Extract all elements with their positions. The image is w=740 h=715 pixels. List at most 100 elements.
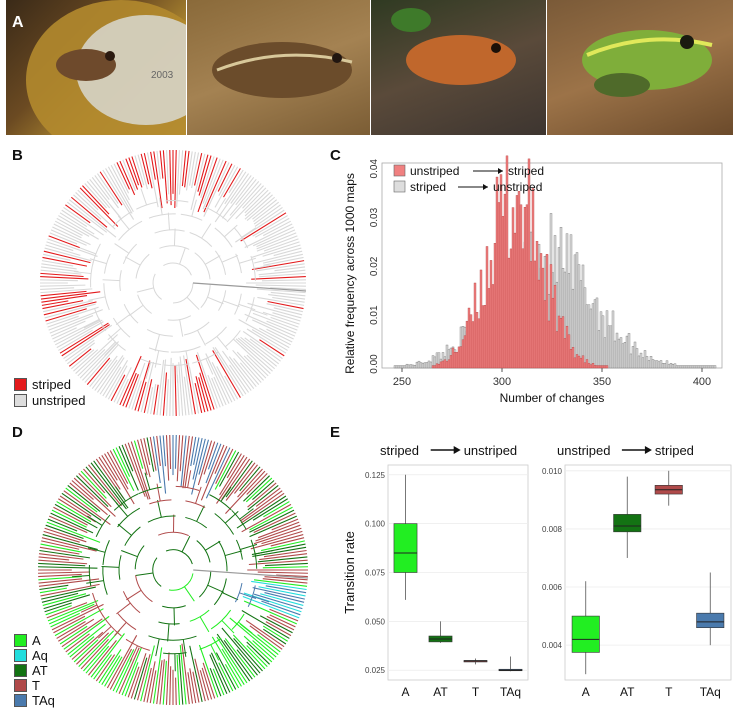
- tree-d-internal-branch: [167, 623, 170, 642]
- tree-b-tip-branch: [105, 168, 133, 214]
- tree-b-tip-branch: [244, 313, 296, 337]
- tree-b-internal-branch: [102, 279, 120, 282]
- tree-d-tip-branch: [65, 487, 98, 513]
- tree-d-internal-branch: [157, 500, 162, 518]
- tree-d-internal-branch: [205, 540, 221, 551]
- histogram-bar: [519, 204, 523, 369]
- tree-b-internal-branch: [154, 350, 160, 368]
- tree-b-tip-branch: [218, 164, 236, 196]
- tree-d-internal-arc: [162, 605, 186, 609]
- histogram-bar: [661, 363, 665, 369]
- legend-b-striped-swatch: [14, 378, 27, 391]
- tree-b-tip-branch: [205, 353, 230, 404]
- histogram-bar: [631, 346, 635, 369]
- histogram-bar: [689, 365, 693, 369]
- histogram-bar: [517, 191, 521, 369]
- coin-text: 2003: [151, 70, 174, 81]
- tree-b-tip-branch: [217, 163, 233, 192]
- tree-d-tip-branch: [54, 608, 104, 637]
- tree-d-tip-branch: [199, 670, 209, 701]
- tree-b-tip-branch: [169, 150, 172, 206]
- tree-d-tip-branch: [215, 652, 237, 690]
- tree-d-tip-branch: [262, 578, 308, 584]
- tree-b-tip-branch: [194, 382, 203, 413]
- tree-b-internal-branch: [104, 342, 117, 356]
- tree-d-tip-branch: [46, 602, 88, 619]
- tree-d-tip-branch: [260, 593, 304, 606]
- tree-b-tip-branch: [235, 209, 285, 243]
- histogram-bar: [659, 360, 663, 369]
- tree-b-tip-branch: [199, 372, 212, 411]
- tree-b-internal-branch: [238, 303, 256, 311]
- histogram-bar: [403, 365, 407, 369]
- tree-d-tip-branch: [246, 641, 270, 665]
- tree-d-tip-branch: [190, 436, 197, 467]
- tree-d-internal-branch: [101, 566, 120, 568]
- tree-d-tip-branch: [207, 442, 219, 470]
- tree-d-tip-branch: [184, 436, 194, 489]
- tree-d-internal-branch: [255, 550, 273, 555]
- tree-d-tip-branch: [165, 435, 170, 481]
- legend-d-t-swatch: [14, 679, 27, 692]
- histogram-bar: [691, 365, 695, 369]
- tree-d-tip-branch: [137, 439, 148, 476]
- tree-d-tip-branch: [149, 436, 157, 471]
- legend-d-aq-swatch: [14, 649, 27, 662]
- tree-b-tip-branch: [272, 312, 301, 322]
- tree-b-tip-branch: [40, 269, 82, 275]
- tree-d-tip-branch: [56, 620, 86, 639]
- boxplot-e-left-y-tick-label: 0.100: [365, 520, 386, 529]
- tree-b-tip-branch: [203, 160, 227, 213]
- legend-d-t-label: T: [32, 678, 40, 693]
- tree-d-internal-arc: [117, 613, 137, 631]
- tree-b-tip-branch: [214, 346, 247, 395]
- histogram-bar: [593, 365, 597, 369]
- tree-b-tip-branch: [73, 194, 102, 220]
- tree-b-internal-branch: [221, 254, 239, 263]
- tree-b-internal-branch: [179, 319, 184, 337]
- tree-d-tip-branch: [71, 631, 104, 660]
- histogram-bar: [577, 355, 581, 369]
- tree-d-internal-branch: [86, 580, 104, 584]
- photo-orange-frog: [371, 0, 546, 135]
- tree-b-tip-branch: [259, 272, 306, 278]
- tree-d-tip-branch: [260, 540, 305, 552]
- panel-label-c: C: [330, 147, 341, 164]
- tree-b-tip-branch: [43, 250, 91, 264]
- tree-d-tip-branch: [218, 662, 234, 692]
- histogram-bar: [597, 330, 601, 369]
- tree-b-internal-arc: [200, 285, 211, 309]
- histogram-bar: [495, 176, 499, 369]
- tree-d-internal-arc: [158, 531, 189, 537]
- tree-b-tip-branch: [229, 364, 250, 393]
- tree-d-tip-branch: [249, 509, 295, 533]
- tree-d-tip-branch: [41, 586, 96, 600]
- tree-d-tip-branch: [214, 450, 237, 490]
- tree-b-tip-branch: [237, 337, 276, 370]
- histogram-bar: [695, 365, 699, 369]
- tree-d-tip-branch: [88, 640, 117, 676]
- tree-b-internal-arc: [167, 315, 192, 321]
- tree-b-tip-branch: [122, 159, 136, 192]
- tree-b-tip-branch: [68, 348, 92, 367]
- histogram-bar: [575, 354, 579, 369]
- boxplot-e-left-box: [393, 523, 418, 573]
- histogram-bar: [423, 362, 427, 369]
- tree-d-internal-arc: [165, 549, 193, 565]
- boxplot-e-left-title-from: striped: [380, 443, 419, 458]
- tree-b-internal-arc: [159, 245, 190, 250]
- tree-b-internal-arc: [119, 270, 122, 292]
- tree-d-tip-branch: [124, 443, 146, 497]
- tree-b-tip-branch: [169, 357, 172, 416]
- tree-b-tip-branch: [185, 151, 193, 191]
- tree-b-tip-branch: [256, 229, 296, 248]
- histogram-bar: [585, 359, 589, 369]
- panel-label-b: B: [12, 147, 23, 164]
- tree-b-tip-branch: [224, 171, 247, 205]
- tree-b-tip-branch: [140, 153, 150, 185]
- tree-d-internal-arc: [118, 555, 122, 580]
- tree-d-tip-branch: [241, 610, 290, 639]
- histogram-bar: [431, 365, 435, 369]
- tree-b-tip-branch: [242, 331, 283, 360]
- tree-d-tip-branch: [257, 571, 308, 574]
